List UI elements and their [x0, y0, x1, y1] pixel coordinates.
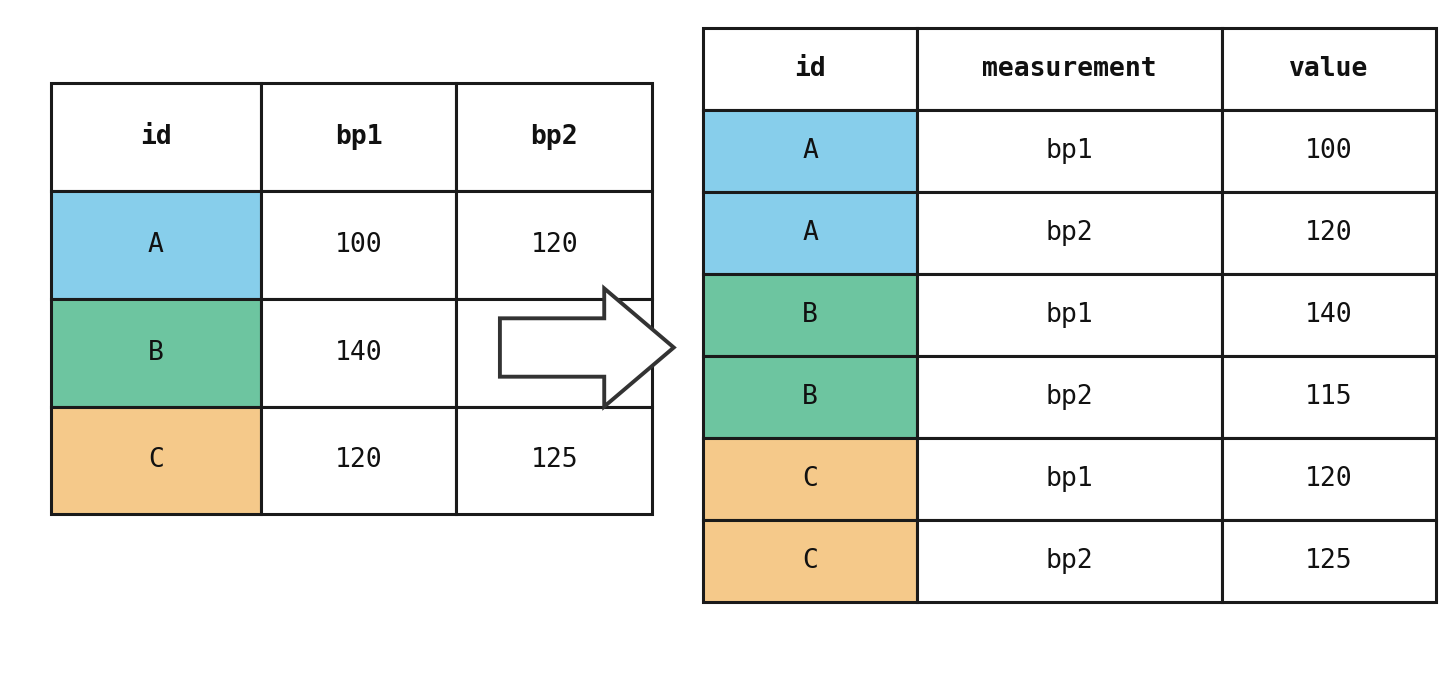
Text: bp2: bp2 — [1046, 220, 1093, 246]
Text: 120: 120 — [1306, 220, 1352, 246]
Text: measurement: measurement — [982, 56, 1156, 82]
Text: 120: 120 — [1306, 466, 1352, 492]
Bar — [261, 407, 456, 514]
Bar — [51, 191, 261, 299]
Text: id: id — [794, 56, 826, 82]
Bar — [261, 299, 456, 407]
Bar — [1222, 110, 1436, 192]
Bar — [703, 356, 917, 438]
Text: 140: 140 — [1306, 302, 1352, 328]
Bar — [1222, 192, 1436, 274]
Text: A: A — [148, 232, 164, 258]
Bar — [917, 356, 1222, 438]
Text: bp1: bp1 — [1046, 138, 1093, 164]
Bar — [51, 83, 261, 191]
Bar — [456, 299, 652, 407]
Polygon shape — [500, 288, 674, 407]
Bar — [703, 274, 917, 356]
Bar — [51, 407, 261, 514]
Bar — [1222, 520, 1436, 602]
Text: B: B — [803, 302, 817, 328]
Text: C: C — [803, 548, 817, 574]
Text: A: A — [803, 138, 817, 164]
Bar — [1222, 438, 1436, 520]
Bar — [1222, 28, 1436, 110]
Bar — [703, 438, 917, 520]
Text: bp1: bp1 — [1046, 466, 1093, 492]
Bar — [456, 83, 652, 191]
Text: 100: 100 — [335, 232, 383, 258]
Bar — [703, 28, 917, 110]
Text: 125: 125 — [530, 448, 578, 473]
Text: C: C — [803, 466, 817, 492]
Bar — [917, 438, 1222, 520]
Text: 120: 120 — [530, 232, 578, 258]
Bar — [917, 192, 1222, 274]
Text: 100: 100 — [1306, 138, 1352, 164]
Bar — [917, 110, 1222, 192]
Text: bp1: bp1 — [335, 124, 383, 150]
Bar — [456, 191, 652, 299]
Text: 125: 125 — [1306, 548, 1352, 574]
Bar — [1222, 274, 1436, 356]
Bar — [703, 110, 917, 192]
Bar — [917, 28, 1222, 110]
Text: 120: 120 — [335, 448, 383, 473]
Bar — [261, 83, 456, 191]
Text: bp2: bp2 — [1046, 548, 1093, 574]
Text: 115: 115 — [1306, 384, 1352, 410]
Text: A: A — [803, 220, 817, 246]
Bar — [261, 191, 456, 299]
Text: B: B — [803, 384, 817, 410]
Text: value: value — [1290, 56, 1368, 82]
Bar — [703, 520, 917, 602]
Text: id: id — [141, 124, 171, 150]
Bar — [917, 520, 1222, 602]
Bar — [917, 274, 1222, 356]
Text: bp1: bp1 — [1046, 302, 1093, 328]
Bar — [1222, 356, 1436, 438]
Text: 115: 115 — [530, 340, 578, 366]
Text: 140: 140 — [335, 340, 383, 366]
Text: B: B — [148, 340, 164, 366]
Text: C: C — [148, 448, 164, 473]
Bar — [51, 299, 261, 407]
Text: bp2: bp2 — [1046, 384, 1093, 410]
Bar — [456, 407, 652, 514]
Text: bp2: bp2 — [530, 124, 578, 150]
Bar — [703, 192, 917, 274]
